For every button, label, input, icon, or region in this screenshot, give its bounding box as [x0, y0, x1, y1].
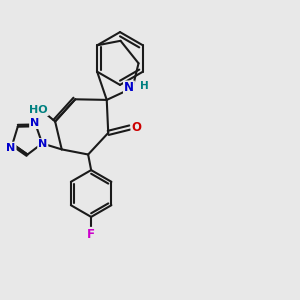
Text: H: H: [140, 81, 148, 92]
Text: N: N: [30, 118, 39, 128]
Text: F: F: [87, 228, 95, 241]
Text: N: N: [38, 139, 47, 149]
Text: HO: HO: [29, 105, 48, 115]
Text: O: O: [131, 121, 141, 134]
Text: N: N: [6, 142, 16, 153]
Text: N: N: [124, 81, 134, 94]
